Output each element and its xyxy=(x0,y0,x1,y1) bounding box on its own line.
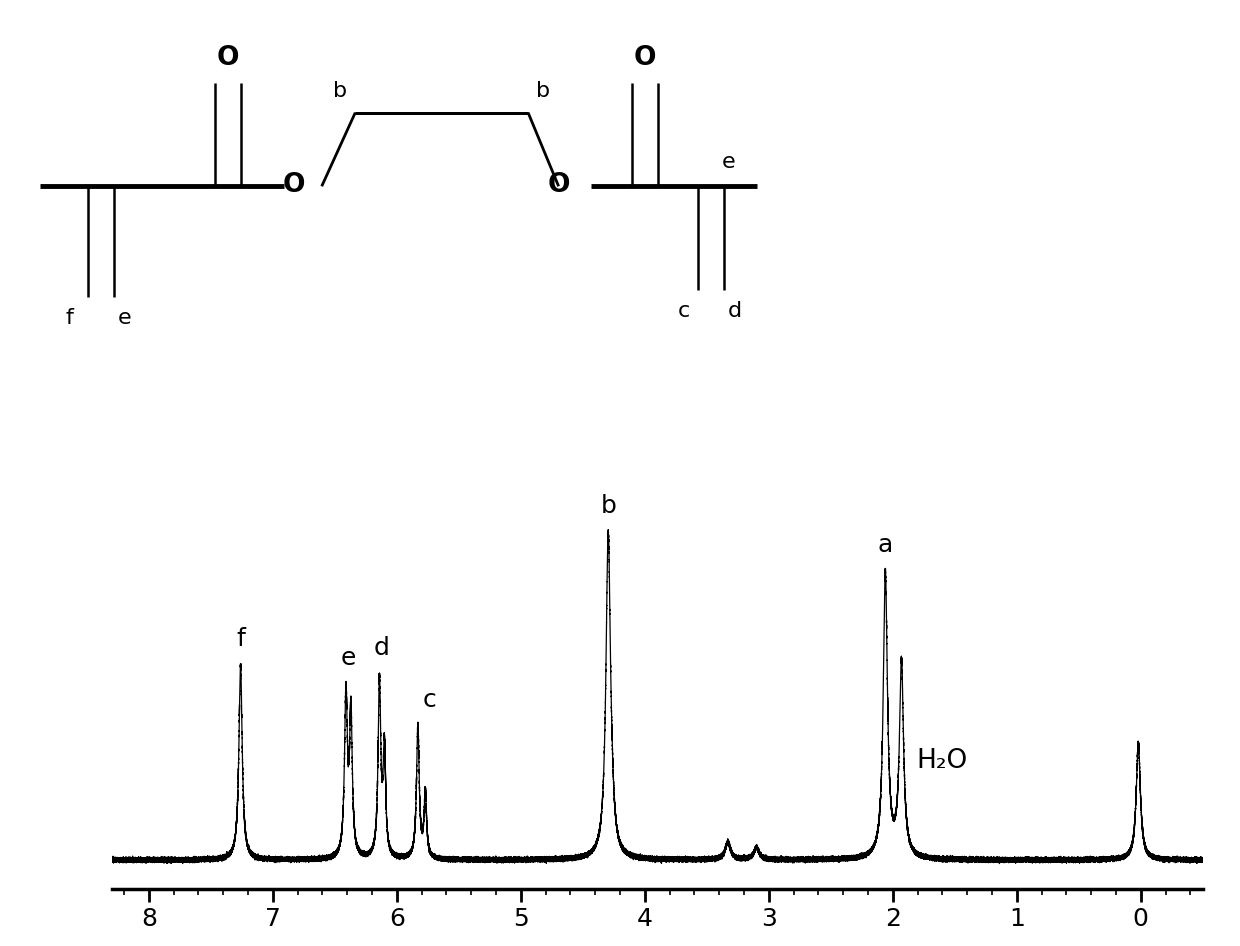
Text: b: b xyxy=(537,80,551,100)
X-axis label: ppm: ppm xyxy=(621,941,693,946)
Text: a: a xyxy=(878,533,893,556)
Text: f: f xyxy=(236,626,246,651)
Text: b: b xyxy=(600,494,616,517)
Text: O: O xyxy=(217,45,239,71)
Text: O: O xyxy=(547,172,570,198)
Text: c: c xyxy=(422,689,436,712)
Text: e: e xyxy=(341,646,356,670)
Text: d: d xyxy=(728,302,742,322)
Text: H₂O: H₂O xyxy=(916,748,968,774)
Text: O: O xyxy=(283,172,305,198)
Text: b: b xyxy=(334,80,347,100)
Text: e: e xyxy=(722,151,735,171)
Text: f: f xyxy=(66,308,73,328)
Text: d: d xyxy=(374,637,389,660)
Text: e: e xyxy=(118,308,131,328)
Text: c: c xyxy=(677,302,689,322)
Text: O: O xyxy=(634,45,656,71)
